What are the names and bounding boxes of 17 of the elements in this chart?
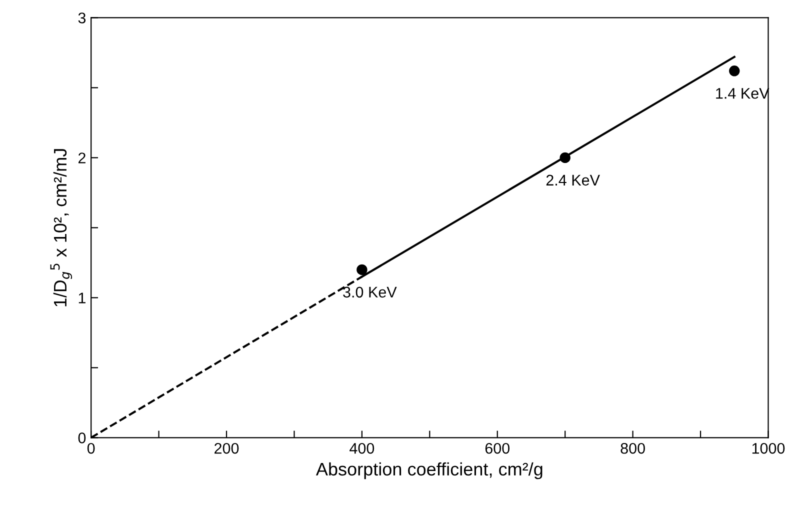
point xyxy=(729,66,740,76)
x-tick-label: 800 xyxy=(620,442,645,454)
y-tick-label: 2 xyxy=(78,152,86,164)
y-tick-label: 1 xyxy=(78,292,86,304)
y-tick-label: 3 xyxy=(78,12,86,24)
x-tick-label: 400 xyxy=(350,442,374,454)
x-tick-label: 600 xyxy=(485,442,510,454)
point xyxy=(560,152,570,164)
x-tick-label: 200 xyxy=(214,442,239,454)
y-axis-title: 1/D$_{g}$$^{5}$ x 10², cm²/mJ xyxy=(50,149,72,306)
x-tick-label: 1000 xyxy=(752,442,785,454)
annotation: 3.0 KeV xyxy=(343,286,397,298)
y-tick-label: 0 xyxy=(78,432,86,444)
x-axis-title: Absorption coefficient, cm²/g xyxy=(316,462,542,480)
point xyxy=(356,264,368,276)
annotation: 2.4 KeV xyxy=(546,174,600,186)
x-tick-label: 0 xyxy=(87,442,95,454)
